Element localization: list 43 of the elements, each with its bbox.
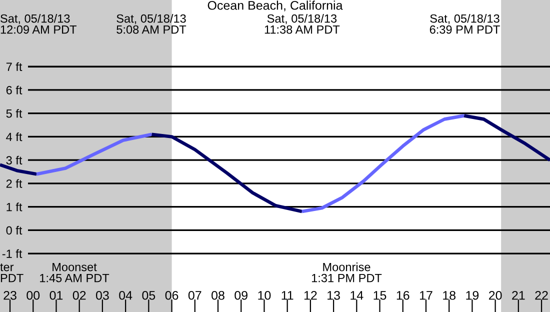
- annotation: Sat, 05/18/13 5:08 AM PDT: [116, 14, 186, 34]
- y-tick-label: 4 ft: [6, 132, 22, 142]
- y-tick-label: 5 ft: [6, 109, 22, 118]
- annotation: Sat, 05/18/13 6:39 PM PDT: [430, 14, 500, 34]
- y-tick-label: 3 ft: [6, 156, 22, 164]
- x-tick-label: 10: [258, 290, 271, 300]
- annotation: Moonset 1:45 AM PDT: [40, 262, 110, 282]
- x-tick-label: 04: [119, 290, 132, 300]
- x-tick-label: 19: [466, 290, 479, 300]
- x-tick-label: 18: [443, 290, 456, 300]
- y-tick-label: 1 ft: [6, 202, 22, 212]
- x-tick-label: 07: [188, 290, 202, 300]
- x-tick-label: 05: [142, 290, 156, 300]
- x-tick-label: 15: [374, 291, 386, 300]
- y-tick-label: 0 ft: [6, 226, 22, 235]
- x-tick-label: 03: [96, 290, 109, 300]
- y-tick-label: 2 ft: [6, 179, 22, 188]
- x-tick-label: 20: [488, 290, 502, 300]
- x-tick-label: 22: [535, 290, 548, 300]
- x-tick-label: 02: [72, 290, 86, 300]
- chart-title: Ocean Beach, California: [208, 0, 343, 12]
- annotation: Moonrise 1:31 PM PDT: [312, 262, 382, 282]
- x-tick-label: 13: [328, 290, 340, 300]
- annotation: ter PDT: [0, 263, 24, 282]
- y-tick-label: 6 ft: [6, 86, 22, 94]
- x-tick-label: 23: [4, 290, 16, 300]
- x-tick-label: 16: [396, 290, 410, 300]
- y-tick-label: -1 ft: [2, 249, 22, 258]
- x-tick-label: 12: [304, 290, 317, 300]
- line-series: [300, 114, 466, 214]
- x-tick-label: 00: [26, 290, 40, 300]
- x-tick-label: 17: [420, 291, 432, 300]
- annotation: Sat, 05/18/13 11:38 AM PDT: [264, 14, 340, 34]
- x-tick-label: 14: [350, 291, 364, 300]
- x-tick-label: 08: [212, 290, 224, 300]
- x-tick-label: 09: [234, 290, 248, 300]
- y-tick-label: 7 ft: [6, 62, 22, 71]
- line-series: [34, 132, 154, 176]
- annotation: Sat, 05/18/13 12:09 AM PDT: [0, 14, 77, 34]
- x-tick-label: 11: [282, 291, 294, 300]
- x-tick-label: 21: [512, 290, 525, 300]
- x-tick-label: 01: [50, 290, 63, 300]
- x-tick-label: 06: [165, 290, 178, 300]
